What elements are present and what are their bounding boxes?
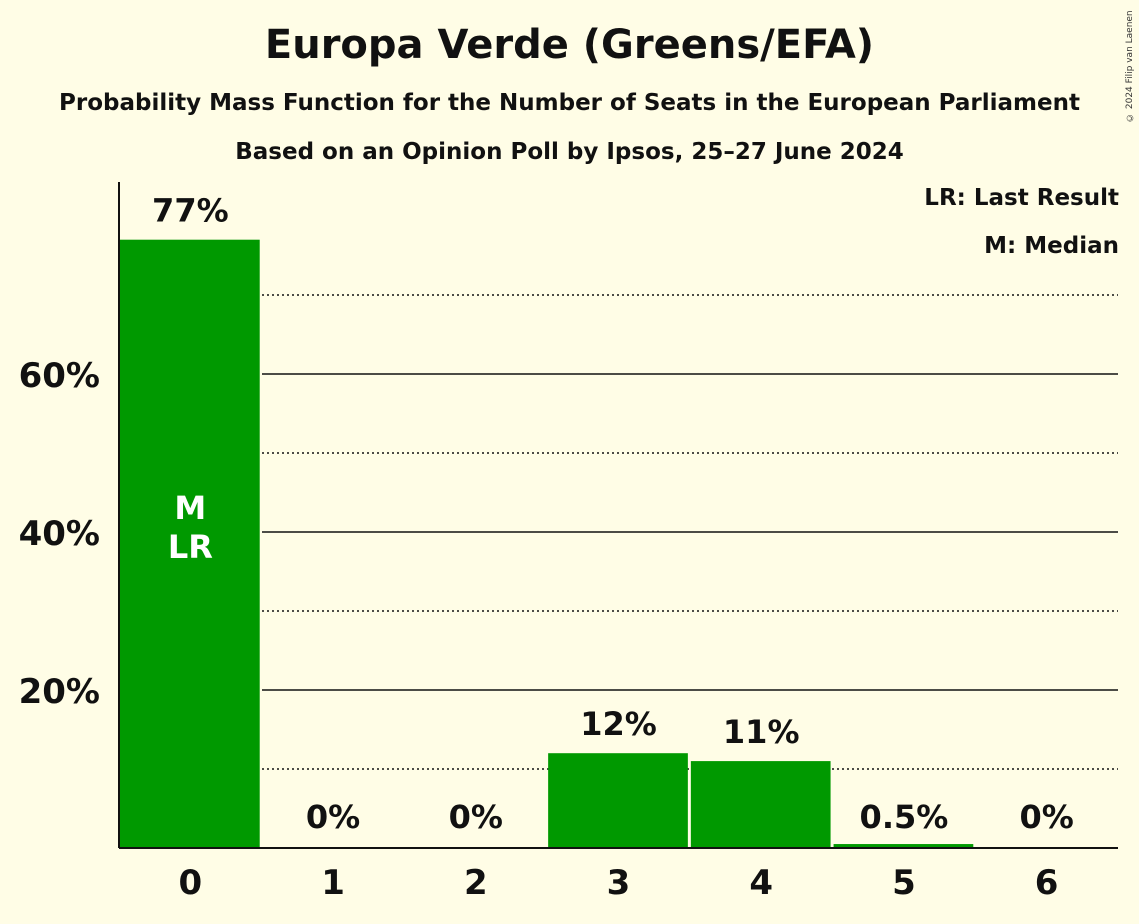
bar-value-label: 0% bbox=[306, 798, 360, 836]
y-tick-label: 20% bbox=[19, 672, 100, 712]
bar-value-label: 0% bbox=[1019, 798, 1073, 836]
bar-annotation: LR bbox=[168, 528, 213, 566]
y-tick-label: 60% bbox=[19, 356, 100, 396]
x-tick-label: 2 bbox=[464, 863, 488, 903]
x-tick-label: 6 bbox=[1035, 863, 1059, 903]
y-tick-label: 40% bbox=[19, 514, 100, 554]
legend-median: M: Median bbox=[984, 233, 1119, 259]
x-tick-label: 3 bbox=[607, 863, 631, 903]
x-tick-label: 4 bbox=[749, 863, 773, 903]
chart-source: Based on an Opinion Poll by Ipsos, 25–27… bbox=[235, 139, 904, 165]
bar-annotation: M bbox=[174, 489, 206, 527]
bar bbox=[690, 761, 831, 848]
bar bbox=[833, 844, 974, 848]
chart-title: Europa Verde (Greens/EFA) bbox=[264, 22, 875, 68]
x-tick-label: 5 bbox=[892, 863, 916, 903]
bar-value-label: 12% bbox=[580, 705, 657, 743]
chart-subtitle: Probability Mass Function for the Number… bbox=[59, 90, 1080, 116]
bar-value-label: 0.5% bbox=[860, 798, 949, 836]
legend-last-result: LR: Last Result bbox=[924, 185, 1119, 211]
bar bbox=[120, 239, 260, 848]
bar-value-label: 11% bbox=[723, 713, 800, 751]
bar-value-label: 0% bbox=[449, 798, 503, 836]
bar-value-label: 77% bbox=[152, 192, 229, 230]
x-tick-label: 0 bbox=[179, 863, 203, 903]
x-tick-label: 1 bbox=[321, 863, 345, 903]
bar bbox=[548, 753, 688, 848]
